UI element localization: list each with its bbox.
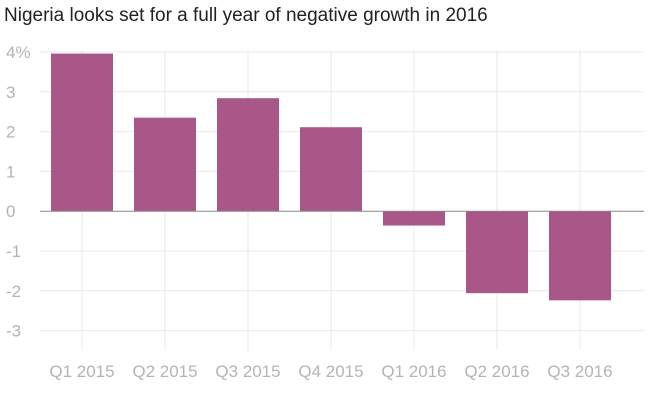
y-tick-label: -3 [6, 322, 21, 341]
bar-q2-2016 [466, 211, 528, 294]
x-tick-label: Q3 2016 [547, 362, 612, 381]
chart-title: Nigeria looks set for a full year of neg… [4, 5, 488, 26]
x-tick-label: Q2 2016 [464, 362, 529, 381]
bar-q4-2015 [300, 127, 362, 212]
bar-q1-2015 [51, 53, 113, 212]
x-tick-label: Q1 2015 [49, 362, 114, 381]
y-tick-label: 4% [6, 43, 31, 62]
y-axis-labels: 4% 3 2 1 0 -1 -2 -3 [6, 43, 31, 341]
bar-q3-2016 [549, 211, 611, 301]
y-tick-label: 2 [6, 123, 15, 142]
y-tick-label: 1 [6, 162, 15, 181]
x-tick-label: Q4 2015 [298, 362, 363, 381]
y-tick-label: 0 [6, 202, 15, 221]
x-axis-labels: Q1 2015 Q2 2015 Q3 2015 Q4 2015 Q1 2016 Q2 20… [49, 362, 612, 381]
bars [51, 53, 611, 301]
x-tick-label: Q3 2015 [215, 362, 280, 381]
bar-q1-2016 [383, 211, 445, 226]
x-tick-label: Q2 2015 [132, 362, 197, 381]
x-tick-label: Q1 2016 [381, 362, 446, 381]
bar-q2-2015 [134, 117, 196, 212]
y-tick-label: -1 [6, 242, 21, 261]
y-tick-label: -2 [6, 282, 21, 301]
bar-q3-2015 [217, 98, 279, 212]
y-tick-label: 3 [6, 83, 15, 102]
